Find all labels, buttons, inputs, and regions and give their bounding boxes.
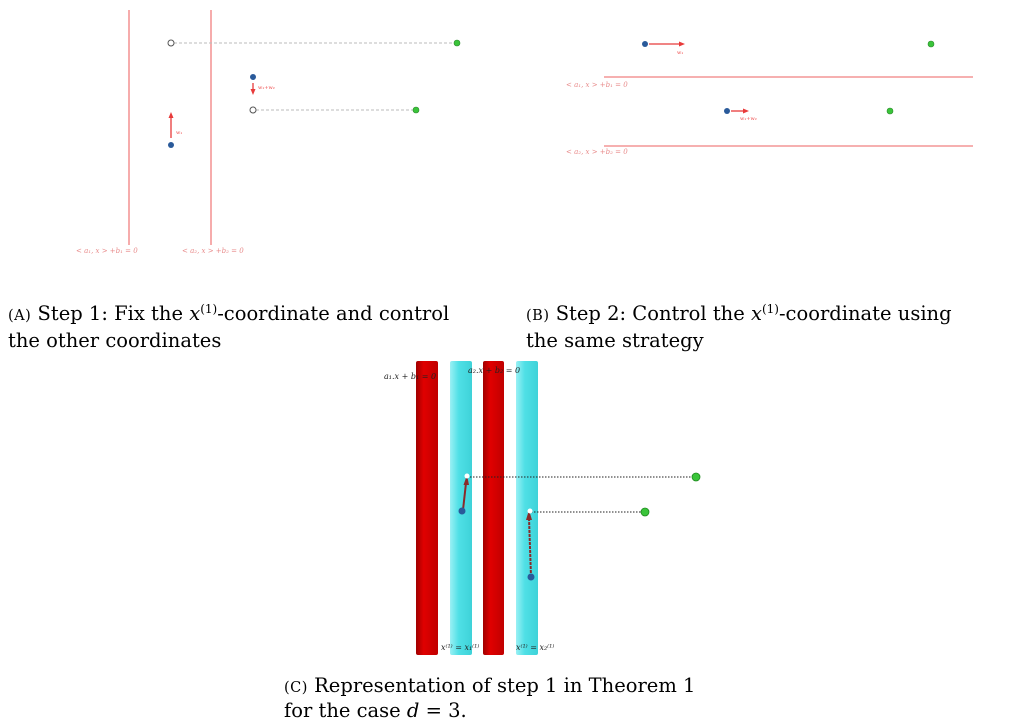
caption-a: (A) Step 1: Fix the x(1)-coordinate and …: [8, 302, 449, 328]
green-point-1: [927, 40, 935, 48]
blue-point-2: [724, 108, 730, 114]
vector-label-w1w2: w₁+w₂: [740, 116, 757, 122]
hollow-point-1: [167, 39, 175, 47]
green-point-2: [640, 507, 650, 517]
caption-b-text-post: -coordinate using: [778, 302, 952, 325]
vector-arrow-2-head: [526, 510, 532, 520]
hyperplane-label-2: < a₂, x > +b₂ = 0: [182, 247, 244, 255]
red-slab-2: [483, 361, 504, 655]
vector-w1w2-arrowhead: [743, 108, 749, 114]
panel-b-figure: w₁ w₁+w₂ < a₁, x > +b₁ = 0 < a₂, x > +b₂…: [566, 40, 973, 156]
blue-point-2: [250, 74, 256, 80]
blue-point-2: [527, 573, 535, 581]
vector-label-w1: w₁: [677, 50, 683, 56]
panel-c-figure: a₁.x + b₁ = 0 a₂.x + b₂ = 0 x⁽¹⁾ = x₁⁽¹⁾…: [384, 361, 701, 655]
caption-c-text: Representation of step 1 in Theorem 1: [307, 674, 696, 697]
caption-a-line2: the other coordinates: [8, 329, 222, 352]
panel-a-figure: w₁ w₁+w₂ < a₁, x > +b₁ = 0 < a₂, x > +b₂…: [76, 10, 461, 255]
caption-c-line2: for the case d = 3.: [284, 699, 467, 723]
caption-c-text-pre: for the case: [284, 699, 407, 722]
vector-label-w1: w₁: [176, 130, 182, 136]
caption-b: (B) Step 2: Control the x(1)-coordinate …: [526, 302, 952, 328]
plane-label-4: x⁽¹⁾ = x₂⁽¹⁾: [516, 643, 554, 652]
green-point-2: [412, 106, 420, 114]
vector-w1-arrowhead: [168, 112, 174, 118]
caption-a-tag: (A): [8, 308, 32, 324]
green-point-2: [886, 107, 894, 115]
plane-label-3: x⁽¹⁾ = x₁⁽¹⁾: [441, 643, 479, 652]
hollow-point-1: [464, 473, 470, 479]
blue-point-1: [642, 41, 648, 47]
hyperplane-label-2: < a₂, x > +b₂ = 0: [566, 148, 628, 156]
caption-c: (C) Representation of step 1 in Theorem …: [284, 674, 695, 700]
caption-b-line2: the same strategy: [526, 329, 704, 352]
vector-arrow-2: [528, 517, 532, 578]
plane-label-1: a₁.x + b₁ = 0: [384, 372, 436, 381]
caption-a-text-pre: Step 1: Fix the: [37, 302, 190, 325]
blue-point-1: [168, 142, 174, 148]
caption-c-text-post: = 3.: [419, 699, 467, 722]
vector-label-w1w2: w₁+w₂: [258, 85, 275, 91]
vector-w1-arrowhead: [679, 41, 685, 47]
hollow-point-2: [249, 106, 257, 114]
caption-b-tag: (B): [526, 308, 550, 324]
hollow-point-2: [527, 508, 533, 514]
vector-w1w2-arrowhead: [250, 89, 256, 95]
hyperplane-label-1: < a₁, x > +b₁ = 0: [566, 81, 628, 89]
caption-a-sup: (1): [200, 302, 218, 316]
caption-a-var: x: [189, 302, 201, 325]
vector-arrow-1-head: [463, 475, 469, 485]
caption-c-tag: (C): [284, 680, 308, 696]
hyperplane-label-1: < a₁, x > +b₁ = 0: [76, 247, 138, 255]
caption-a-text-post: -coordinate and control: [217, 302, 450, 325]
green-point-1: [691, 472, 701, 482]
red-slab-1: [416, 361, 438, 655]
green-point-1: [453, 39, 461, 47]
caption-c-var: d: [406, 699, 420, 722]
cyan-slab-2: [516, 361, 538, 655]
caption-b-sup: (1): [761, 302, 779, 316]
blue-point-1: [458, 507, 466, 515]
vector-arrow-1: [462, 482, 467, 511]
plane-label-2: a₂.x + b₂ = 0: [468, 366, 520, 375]
caption-b-text-pre: Step 2: Control the: [555, 302, 751, 325]
caption-b-var: x: [750, 302, 762, 325]
